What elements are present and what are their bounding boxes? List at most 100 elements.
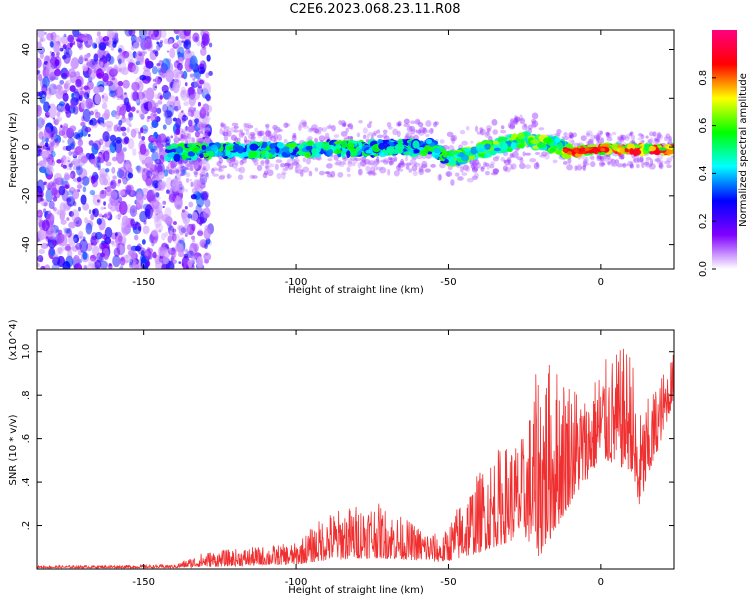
spectrogram-cell <box>37 123 42 131</box>
spectrogram-cell <box>340 130 348 137</box>
spectrogram-cell <box>580 147 586 152</box>
spectrogram-cell <box>50 224 59 234</box>
spectrogram-cell <box>70 59 79 70</box>
spectrogram-cell <box>346 173 351 177</box>
spectrogram-cell <box>106 80 114 87</box>
spectrogram-cell <box>195 125 200 131</box>
spectrogram-cell <box>165 115 173 126</box>
spectrogram-cell <box>492 168 499 174</box>
spectrogram-cell <box>82 251 88 260</box>
spectrogram-cell <box>203 252 212 261</box>
spectrogram-cell <box>43 101 50 113</box>
spectrogram-cell <box>307 135 313 141</box>
spectrogram-cell <box>388 160 393 166</box>
spectrogram-cell <box>508 162 512 166</box>
spectrogram-cell <box>162 200 167 205</box>
spectrogram-cell <box>471 175 478 181</box>
spectrogram-cell <box>499 129 507 134</box>
spectrogram-cell <box>166 50 170 53</box>
spectrogram-cell <box>568 138 573 144</box>
spectrogram-cell <box>85 53 90 59</box>
spectrogram-cell <box>152 251 157 259</box>
spectrogram-cell <box>397 146 403 154</box>
spectrogram-cell <box>165 69 174 83</box>
spectrogram-cell <box>509 153 514 158</box>
spectrogram-cell <box>190 181 194 188</box>
spectrogram-cell <box>78 96 82 100</box>
spectrogram-cell <box>574 165 578 171</box>
spectrogram-cell <box>511 151 519 159</box>
spectrogram-cell <box>583 158 588 165</box>
spectrogram-cell <box>74 71 81 79</box>
spectrogram-cell <box>223 135 228 142</box>
spectrogram-cell <box>201 144 207 150</box>
spectrogram-x-tick-label: -150 <box>132 277 155 288</box>
spectrogram-cell <box>67 159 71 163</box>
spectrogram-cell <box>170 164 175 169</box>
spectrogram-cell <box>397 138 403 146</box>
spectrogram-cell <box>296 168 304 174</box>
spectrogram-cell <box>368 160 376 166</box>
spectrogram-cell <box>182 132 190 138</box>
spectrogram-cell <box>637 137 643 141</box>
spectrogram-cell <box>663 136 669 142</box>
spectrogram-cell <box>614 159 620 165</box>
spectrogram-cell <box>75 242 83 250</box>
spectrogram-cell <box>486 124 492 131</box>
spectrogram-cell <box>480 166 485 170</box>
spectrogram-cell <box>49 139 54 147</box>
spectrogram-cell <box>65 49 70 56</box>
spectrogram-cell <box>111 77 116 81</box>
spectrogram-cell <box>69 142 76 150</box>
spectrogram-cell <box>108 263 112 267</box>
spectrogram-cell <box>171 232 177 242</box>
spectrogram-cell <box>150 111 158 123</box>
spectrogram-cell <box>611 143 619 151</box>
spectrogram-cell <box>387 126 393 130</box>
spectrogram-cell <box>267 169 274 177</box>
spectrogram-cell <box>40 265 46 269</box>
spectrogram-cell <box>388 157 396 163</box>
spectrogram-cell <box>386 121 392 128</box>
spectrogram-cell <box>117 125 123 132</box>
spectrogram-cell <box>451 134 458 142</box>
spectrogram-cell <box>199 128 203 133</box>
spectrogram-cell <box>200 106 206 114</box>
spectrogram-cell <box>173 153 181 162</box>
spectrogram-cell <box>530 139 540 144</box>
spectrogram-cell <box>43 202 48 207</box>
spectrogram-cell <box>396 130 401 138</box>
spectrogram-cell <box>265 159 270 165</box>
spectrogram-cell <box>541 151 548 157</box>
spectrogram-x-ticks: -150 -100 -50 0 <box>132 30 604 288</box>
spectrogram-cell <box>632 148 642 156</box>
spectrogram-cell <box>89 189 96 196</box>
spectrogram-cell <box>59 202 66 213</box>
spectrogram-cell <box>99 227 102 232</box>
colorbar-tick-label: 0.2 <box>698 213 709 229</box>
spectrogram-cell <box>596 136 600 143</box>
spectrogram-cell <box>132 51 137 59</box>
spectrogram-cell <box>182 114 187 118</box>
spectrogram-cell <box>531 120 539 128</box>
spectrogram-cell <box>109 134 117 142</box>
spectrogram-cell <box>234 168 242 172</box>
spectrogram-cell <box>145 76 152 82</box>
spectrogram-cell <box>444 159 449 164</box>
spectrogram-cell <box>636 163 640 169</box>
spectrogram-cell <box>199 173 203 178</box>
spectrogram-cell <box>590 161 596 168</box>
spectrogram-cell <box>412 160 418 166</box>
spectrogram-cell <box>470 164 476 169</box>
spectrogram-cell <box>302 166 310 173</box>
spectrogram-cell <box>49 91 53 96</box>
spectrogram-cell <box>196 138 204 142</box>
spectrogram-cell <box>208 42 213 48</box>
spectrogram-cell <box>68 163 73 168</box>
spectrogram-cell <box>283 122 289 129</box>
spectrogram-cell <box>101 102 108 110</box>
spectrogram-cell <box>135 193 144 208</box>
spectrogram-cell <box>131 64 139 75</box>
spectrogram-cell <box>158 146 164 153</box>
spectrogram-cell <box>643 143 650 151</box>
